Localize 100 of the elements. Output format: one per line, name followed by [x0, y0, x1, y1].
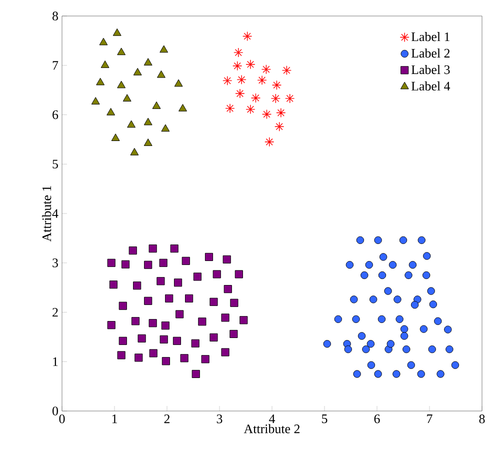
point — [91, 97, 100, 104]
y-tick-label: 3 — [52, 258, 58, 268]
point — [160, 335, 168, 344]
point — [165, 294, 174, 302]
point — [127, 120, 136, 128]
point — [420, 325, 428, 333]
point — [144, 260, 152, 269]
point — [148, 319, 157, 328]
x-tick-label: 6 — [374, 414, 380, 424]
point — [100, 60, 110, 68]
point — [156, 277, 165, 286]
point — [236, 74, 246, 85]
point — [407, 361, 415, 369]
point — [369, 296, 378, 304]
point — [444, 326, 452, 334]
point — [230, 330, 238, 338]
y-tick-label: 5 — [52, 160, 58, 168]
y-tick-label: 4 — [52, 209, 58, 218]
x-axis-title: Attribute 2 — [244, 424, 300, 434]
point — [360, 271, 368, 280]
point — [212, 270, 221, 278]
point — [161, 322, 170, 330]
point — [138, 334, 146, 342]
point — [112, 28, 122, 36]
point — [427, 287, 435, 295]
point — [144, 138, 152, 146]
point — [334, 315, 342, 323]
point — [358, 332, 366, 340]
point — [434, 317, 442, 325]
y-axis-title: Attribute 1 — [42, 186, 52, 242]
x-tick-label: 7 — [427, 414, 432, 423]
point — [107, 258, 116, 267]
point — [222, 255, 231, 264]
point — [160, 45, 168, 53]
x-tick-label: 1 — [112, 414, 117, 424]
x-tick-label: 4 — [269, 414, 276, 424]
legend-label: Label 1 — [411, 32, 450, 42]
point — [221, 348, 230, 356]
point — [353, 370, 361, 378]
point — [400, 325, 408, 333]
point — [117, 80, 126, 88]
point — [178, 104, 187, 112]
point — [374, 370, 382, 378]
point — [246, 104, 256, 114]
point — [162, 357, 170, 366]
point — [400, 332, 408, 340]
point — [210, 298, 218, 306]
point — [270, 94, 281, 104]
point — [222, 76, 232, 86]
point — [257, 75, 267, 86]
point — [133, 282, 142, 290]
point — [428, 345, 436, 354]
point — [174, 278, 182, 287]
point — [144, 296, 152, 305]
point — [198, 318, 206, 326]
point — [130, 148, 139, 156]
point — [285, 94, 295, 104]
x-tick-label: 3 — [216, 414, 222, 424]
point — [230, 298, 238, 307]
point — [242, 31, 252, 42]
point — [276, 108, 286, 118]
point — [264, 137, 274, 147]
point — [246, 60, 256, 70]
point — [235, 88, 245, 98]
point — [408, 261, 417, 269]
point — [144, 118, 152, 126]
point — [149, 349, 158, 358]
point — [392, 370, 400, 378]
point — [106, 108, 116, 116]
point — [399, 236, 408, 244]
point — [131, 317, 140, 326]
legend-label: Label 3 — [411, 64, 450, 74]
point — [429, 300, 438, 308]
point — [323, 340, 331, 348]
x-tick-label: 0 — [59, 414, 65, 424]
point — [362, 345, 370, 354]
point — [446, 345, 454, 354]
point — [201, 355, 210, 364]
point — [365, 261, 373, 269]
point — [261, 64, 272, 74]
point — [234, 270, 243, 278]
point — [134, 354, 143, 362]
point — [111, 134, 120, 141]
point — [152, 102, 161, 109]
point — [117, 351, 126, 360]
point — [210, 333, 218, 342]
point — [378, 315, 386, 323]
point — [240, 316, 248, 324]
point — [99, 38, 108, 46]
point — [185, 294, 194, 302]
point — [161, 124, 170, 132]
point — [182, 256, 190, 265]
legend-label: Label 2 — [411, 48, 450, 58]
point — [350, 296, 358, 304]
point — [379, 253, 388, 261]
point — [282, 65, 292, 76]
point — [172, 336, 182, 345]
point — [402, 345, 410, 354]
point — [204, 252, 214, 261]
x-tick-label: 2 — [164, 414, 170, 424]
